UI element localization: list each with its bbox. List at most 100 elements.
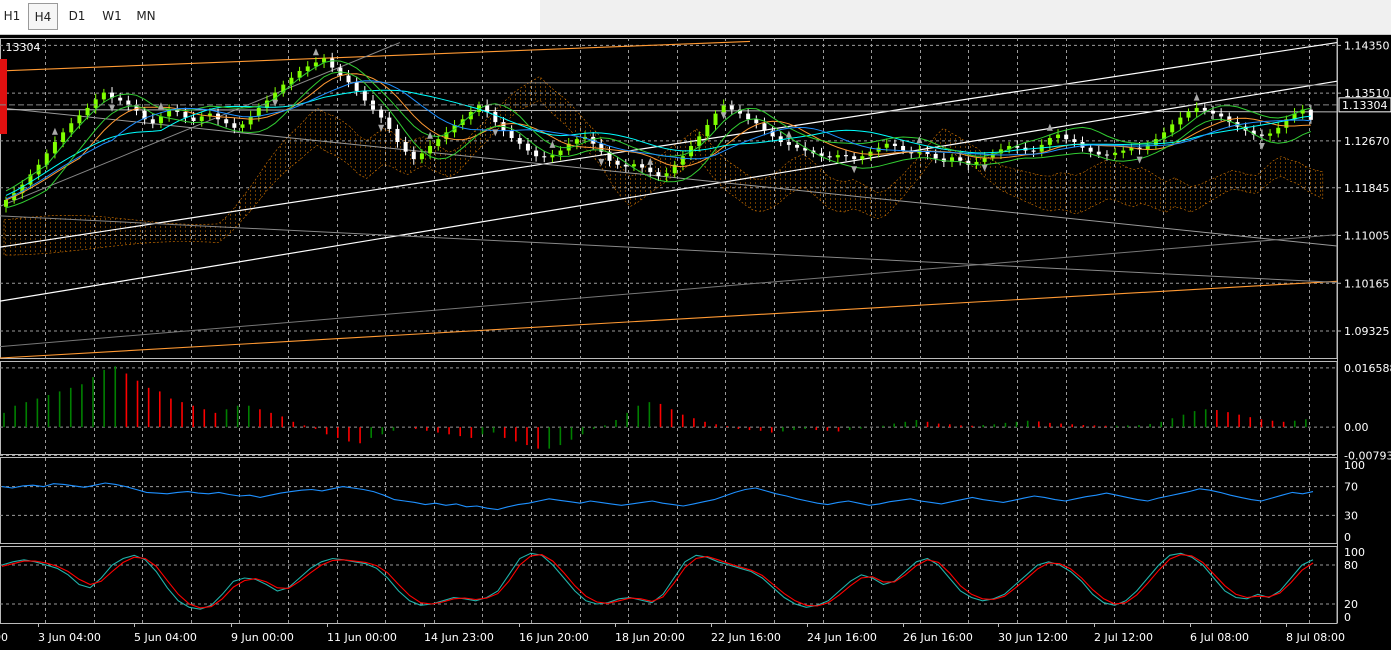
price-tick-label: 1.13510 xyxy=(1344,87,1390,100)
candle-body xyxy=(93,99,98,108)
current-price-box xyxy=(1338,97,1391,113)
stochastic-panel[interactable] xyxy=(1,552,1314,610)
bollinger-band-lower xyxy=(5,71,1311,209)
candle-body xyxy=(264,100,269,108)
moving-average-blue xyxy=(5,80,1311,200)
timeframe-w1-button[interactable]: W1 xyxy=(102,9,122,23)
timeframe-mn-button[interactable]: MN xyxy=(136,9,156,23)
trendline-orange-lower[interactable] xyxy=(0,280,1338,359)
trendline-grey-falling[interactable] xyxy=(0,107,1338,247)
candle-body xyxy=(623,164,628,167)
candle-body xyxy=(607,151,612,161)
trendline-grey-steep[interactable] xyxy=(0,42,401,207)
trendline-grey-falling-2[interactable] xyxy=(0,215,1338,283)
trendline-grey-flat[interactable] xyxy=(349,81,1338,86)
fractal-down-icon xyxy=(492,129,499,137)
candle-body xyxy=(705,124,710,137)
candle-body xyxy=(289,77,294,85)
candle-body xyxy=(892,143,897,146)
ichimoku-cloud xyxy=(3,76,1324,256)
timeframe-h4-button[interactable]: H4 xyxy=(28,3,58,30)
chart-area[interactable]: .13304 1.14350 1.13510 1.12670 1.11845 1.110… xyxy=(0,34,1391,650)
candle-body xyxy=(444,132,449,140)
candle-body xyxy=(746,113,751,120)
time-tick-label: 26 Jun 16:00 xyxy=(903,631,973,644)
candle-body xyxy=(248,116,253,125)
candle-body xyxy=(403,142,408,152)
candle-body xyxy=(1137,147,1142,150)
time-tick-label: 3 Jun 04:00 xyxy=(38,631,101,644)
candle-body xyxy=(1276,127,1281,134)
stochastic-main-line xyxy=(1,552,1314,610)
candle-body xyxy=(672,164,677,174)
candle-body xyxy=(1308,109,1313,120)
timeframe-h1-button[interactable]: H1 xyxy=(3,9,21,23)
horizontal-level[interactable] xyxy=(0,109,1338,113)
candle-body xyxy=(737,109,742,114)
timeframe-d1-button[interactable]: D1 xyxy=(68,9,86,23)
candle-body xyxy=(273,92,278,101)
candle-body xyxy=(1145,144,1150,150)
macd-tick-label: 0.016588 xyxy=(1344,362,1391,375)
rsi-tick-label: 70 xyxy=(1344,481,1358,494)
candle-body xyxy=(1121,150,1126,153)
fractal-down-icon xyxy=(272,99,279,107)
candle-body xyxy=(599,143,604,152)
price-tick-label: 1.14350 xyxy=(1344,39,1390,52)
price-tick-label: 1.10165 xyxy=(1344,277,1390,290)
price-tick-label: 1.11005 xyxy=(1344,230,1390,243)
candle-body xyxy=(207,113,212,117)
candle-body xyxy=(713,113,718,125)
trendline-channel-upper[interactable] xyxy=(0,41,1338,248)
price-tick-label: 1.09325 xyxy=(1344,325,1390,338)
rsi-panel[interactable] xyxy=(1,482,1314,511)
candle-body xyxy=(648,167,653,173)
candle-body xyxy=(640,164,645,168)
candle-body xyxy=(827,156,832,158)
candle-body xyxy=(1096,151,1101,155)
candle-body xyxy=(44,153,49,165)
candle-body xyxy=(240,124,245,128)
trendline-orange-upper[interactable] xyxy=(0,40,751,72)
candle-body xyxy=(852,156,857,160)
candle-body xyxy=(322,58,327,63)
rsi-tick-label: 30 xyxy=(1344,509,1358,522)
time-tick-label: 30 Jun 12:00 xyxy=(998,631,1068,644)
candle-body xyxy=(110,92,115,98)
candle-body xyxy=(1210,110,1215,114)
candle-body xyxy=(1072,139,1077,143)
candle-body xyxy=(1056,134,1061,139)
trendline-support[interactable] xyxy=(0,80,1338,302)
candle-body xyxy=(884,143,889,148)
candle-body xyxy=(330,58,335,68)
candle-body xyxy=(4,199,8,207)
candle-body xyxy=(101,92,106,100)
macd-tick-label: 0.00 xyxy=(1344,421,1369,434)
candle-body xyxy=(142,110,147,120)
candle-body xyxy=(835,155,840,158)
fractal-up-icon xyxy=(157,102,164,110)
trendline-grey-rising[interactable] xyxy=(0,234,1338,348)
candle-body xyxy=(1178,117,1183,125)
fractal-down-icon xyxy=(1258,142,1265,150)
candle-body xyxy=(542,156,547,158)
candle-body xyxy=(1162,132,1167,140)
candle-body xyxy=(436,139,441,146)
candle-body xyxy=(1007,145,1012,150)
candle-body xyxy=(803,147,808,151)
fractal-up-icon xyxy=(549,140,556,148)
candle-body xyxy=(387,117,392,129)
candle-body xyxy=(1047,138,1052,145)
candle-body xyxy=(199,116,204,121)
candle-body xyxy=(721,105,726,114)
candle-body xyxy=(134,105,139,111)
fractal-down-icon xyxy=(851,166,858,174)
candle-body xyxy=(28,174,33,185)
symbol-price-label: .13304 xyxy=(2,41,41,54)
candle-body xyxy=(990,153,995,158)
candle-body xyxy=(680,156,685,165)
price-panel[interactable]: .13304 xyxy=(0,40,1338,359)
time-tick-label: 2 Jul 12:00 xyxy=(1094,631,1153,644)
candle-body xyxy=(362,90,367,101)
macd-panel[interactable] xyxy=(3,366,1307,449)
